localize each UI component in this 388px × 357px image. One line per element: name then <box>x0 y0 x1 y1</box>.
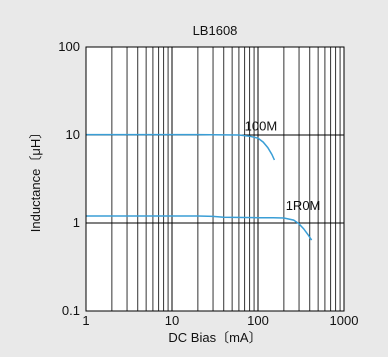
series-label-1r0m: 1R0M <box>286 198 321 213</box>
x-tick-label: 1000 <box>330 313 359 328</box>
x-axis-label: DC Bias〔mA〕 <box>168 330 261 345</box>
series-line-1r0m <box>86 215 313 241</box>
x-tick-label: 10 <box>165 313 179 328</box>
y-tick-label: 0.1 <box>62 303 80 318</box>
series-lines <box>86 133 313 241</box>
y-tick-label: 10 <box>66 127 80 142</box>
y-tick-label: 1 <box>73 215 80 230</box>
series-label-100m: 100M <box>245 119 278 134</box>
series-line-100m <box>86 133 276 161</box>
chart-title: LB1608 <box>193 23 238 38</box>
plot-frame <box>85 46 345 312</box>
plot-area <box>86 47 344 311</box>
x-tick-label: 1 <box>82 313 89 328</box>
y-tick-label: 100 <box>58 39 80 54</box>
grid <box>86 46 344 312</box>
x-tick-label: 100 <box>247 313 269 328</box>
y-axis-label: Inductance〔μH〕 <box>28 126 43 232</box>
